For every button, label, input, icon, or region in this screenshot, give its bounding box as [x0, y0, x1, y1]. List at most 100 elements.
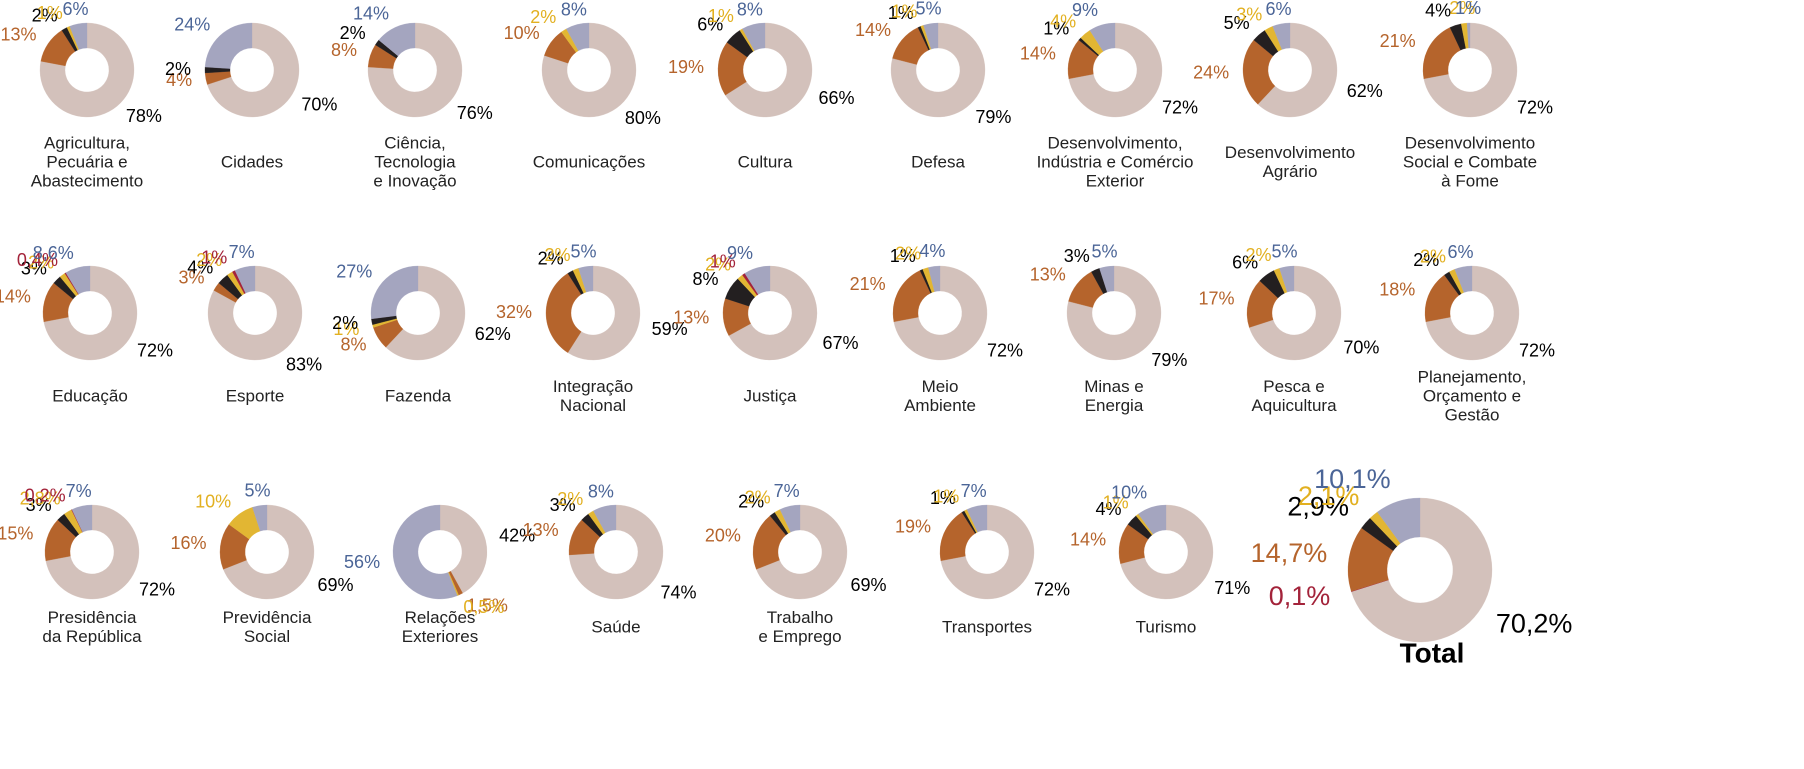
value-label: 32% [496, 302, 532, 322]
value-label: 3% [179, 267, 205, 287]
value-label: 14% [353, 4, 389, 24]
value-label: 1% [37, 3, 63, 23]
value-label: 1% [1103, 493, 1129, 513]
donut-segment [252, 504, 268, 532]
chart-title: Social e Combate [1403, 152, 1537, 171]
donut-segment [65, 265, 91, 295]
value-label: 6% [1266, 0, 1292, 19]
value-label: 10% [504, 23, 540, 43]
donut-segment [367, 22, 463, 118]
chart-title: Pecuária e [46, 152, 127, 171]
chart-title: Defesa [911, 152, 965, 171]
value-label: 3% [1236, 4, 1262, 24]
value-label: 2% [745, 487, 771, 507]
value-label: 56% [344, 552, 380, 572]
chart-title: da República [42, 627, 142, 646]
donut: 83% 3%4%2%1% 7% Esporte [179, 242, 323, 405]
donut-segment [45, 504, 140, 600]
value-label: 2,8% [20, 488, 61, 508]
value-label: 4% [919, 241, 945, 261]
chart-title: Educação [52, 386, 128, 405]
donut-segment [39, 22, 135, 118]
value-label: 0,2% [25, 486, 66, 506]
donut-segment [1454, 265, 1473, 293]
donut-segment [1272, 22, 1291, 50]
value-label: 21% [1380, 31, 1416, 51]
value-label: 14% [0, 287, 31, 307]
value-label: 5% [915, 0, 941, 19]
value-label: 76% [457, 103, 493, 123]
value-label: 1% [708, 6, 734, 26]
value-label: 72% [1519, 341, 1555, 361]
value-label: 5% [1224, 13, 1250, 33]
value-label: 74% [660, 583, 696, 603]
value-label: 62% [475, 324, 511, 344]
chart-title: Agrário [1263, 162, 1318, 181]
value-label: 8% [340, 334, 366, 354]
donut-segment [1249, 265, 1342, 361]
donut-segment [744, 265, 771, 295]
value-label: 0,5% [463, 597, 504, 617]
donut-segment [779, 504, 801, 533]
value-label: 10% [1111, 483, 1147, 503]
donut-segment [1351, 497, 1493, 643]
value-label: 2% [1413, 250, 1439, 270]
chart-title: Saúde [591, 617, 640, 636]
chart-title: Previdência [223, 608, 312, 627]
donut-segment [923, 22, 939, 50]
chart-title: Comunicações [533, 152, 645, 171]
donut-segment [207, 265, 303, 361]
value-label: 7% [66, 481, 92, 501]
value-label: 16% [170, 533, 206, 553]
value-label: 2% [1246, 245, 1272, 265]
donut: 79%14%1%1%5%Defesa [855, 0, 1011, 171]
value-label: 4% [166, 70, 192, 90]
value-label: 5% [570, 242, 596, 262]
value-label: 4% [1425, 1, 1451, 21]
donut: 67% 13% 8%2%1%9% Justiça [673, 243, 858, 405]
value-label: 3% [550, 495, 576, 515]
value-label: 4% [187, 257, 213, 277]
donut-segment [1138, 504, 1167, 535]
donut-segment [1377, 497, 1421, 544]
value-label: 14,7% [1251, 538, 1328, 568]
value-label: 8% [561, 0, 587, 20]
value-label: 2% [705, 255, 731, 275]
value-label: 2% [196, 250, 222, 270]
donut-segment [1066, 265, 1162, 361]
value-label: 83% [286, 354, 322, 374]
donut-segment [1099, 265, 1115, 293]
donut-segment [893, 265, 988, 361]
value-label: 8% [588, 482, 614, 502]
value-label: 8% [331, 40, 357, 60]
chart-title: à Fome [1441, 171, 1499, 190]
value-label: 2% [28, 252, 54, 272]
donut: 72% 14% 1%4%9% Desenvolvimento,Indústria e … [1020, 0, 1198, 190]
value-label: 13% [523, 520, 559, 540]
value-label: 1% [201, 247, 227, 267]
value-label: 2% [1449, 0, 1475, 18]
value-label: 70% [301, 95, 337, 115]
value-label: 18% [1379, 279, 1415, 299]
value-label: 5% [1271, 242, 1297, 262]
value-label: 6% [1232, 252, 1258, 272]
value-label: 14% [1070, 529, 1106, 549]
value-label: 0,4% [17, 250, 58, 270]
donut: 70% 4%2% 24% Cidades [165, 14, 337, 171]
value-label: 9% [1072, 0, 1098, 20]
value-label: 69% [317, 575, 353, 595]
value-label: 3% [1064, 246, 1090, 266]
value-label: 8% [737, 0, 763, 20]
value-label: 5% [244, 481, 270, 501]
value-label: 24% [174, 14, 210, 34]
chart-title: Justiça [744, 386, 797, 405]
value-label: 15% [0, 524, 33, 544]
